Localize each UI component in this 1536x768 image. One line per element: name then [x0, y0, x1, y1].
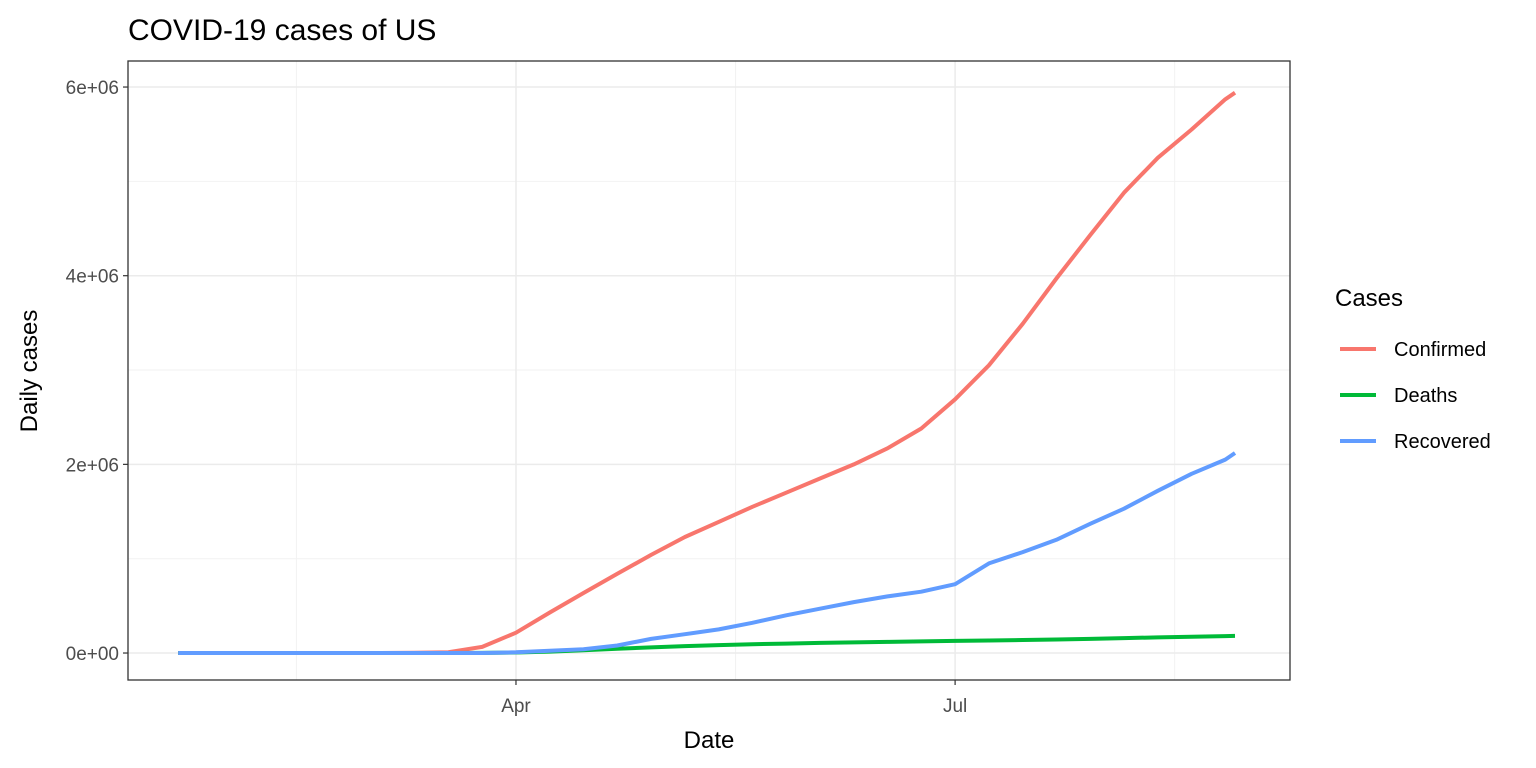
series-line	[178, 633, 1236, 655]
series-line	[178, 91, 1237, 655]
legend-title: Cases	[1335, 285, 1403, 312]
y-tick-label: 0e+00	[66, 644, 119, 665]
legend-label: Deaths	[1394, 385, 1457, 407]
y-tick-label: 2e+06	[66, 455, 119, 476]
legend-label: Confirmed	[1394, 339, 1486, 361]
y-tick-label: 4e+06	[66, 267, 119, 288]
legend-label: Recovered	[1394, 431, 1491, 453]
series-line	[178, 451, 1237, 655]
plot-border	[127, 60, 1291, 681]
x-tick-label: Jul	[943, 696, 967, 717]
x-tick-label: Apr	[501, 696, 531, 717]
chart-title: COVID-19 cases of US	[128, 14, 436, 47]
x-axis-label: Date	[684, 727, 735, 754]
y-tick-label: 6e+06	[66, 78, 119, 99]
y-axis-label: Daily cases	[16, 310, 43, 433]
